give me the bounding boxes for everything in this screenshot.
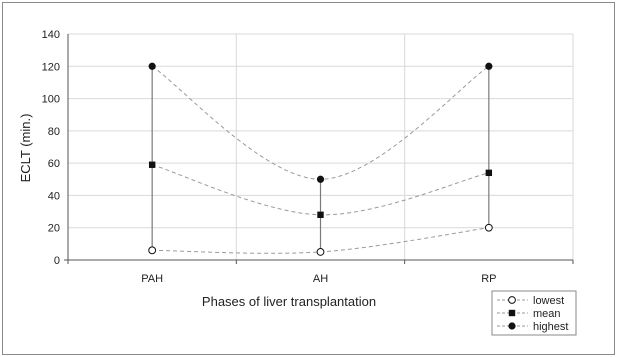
y-tick-label-100: 100 xyxy=(42,94,60,106)
legend-marker-highest xyxy=(508,322,516,330)
point-lowest-PAH xyxy=(148,246,157,255)
legend-label-mean: mean xyxy=(533,308,561,320)
point-mean-AH xyxy=(317,211,324,218)
data-points xyxy=(148,62,493,256)
point-highest-AH xyxy=(316,175,325,183)
y-tick-label-40: 40 xyxy=(48,190,60,202)
point-lowest-RP xyxy=(484,223,493,232)
legend-label-lowest: lowest xyxy=(533,295,564,307)
x-tick-label-AH: AH xyxy=(313,273,328,285)
x-axis-title: Phases of liver transplantation xyxy=(202,294,376,309)
range-bars xyxy=(151,66,490,252)
point-lowest-AH xyxy=(316,248,325,256)
y-axis-title: ECLT (min.) xyxy=(18,114,33,183)
y-tick-label-20: 20 xyxy=(48,223,60,235)
y-tick-label-60: 60 xyxy=(48,158,60,170)
point-mean-PAH xyxy=(148,161,156,168)
x-tick-labels: PAH AH RP xyxy=(141,273,496,285)
axes xyxy=(64,34,574,264)
point-highest-PAH xyxy=(148,62,156,70)
y-tick-labels: 0 20 40 60 80 100 120 140 xyxy=(42,29,60,267)
legend-label-highest: highest xyxy=(533,321,568,333)
x-tick-label-RP: RP xyxy=(481,273,496,285)
y-tick-label-120: 120 xyxy=(42,61,60,73)
x-tick-label-PAH: PAH xyxy=(141,273,163,285)
point-highest-RP xyxy=(485,62,493,70)
legend-marker-lowest xyxy=(508,296,516,304)
legend-marker-mean xyxy=(508,309,516,317)
y-tick-label-140: 140 xyxy=(42,29,60,41)
series-line-highest xyxy=(151,65,490,180)
legend-box xyxy=(491,290,577,336)
y-tick-label-80: 80 xyxy=(48,126,60,138)
y-tick-label-0: 0 xyxy=(54,255,60,267)
point-mean-RP xyxy=(485,169,493,177)
